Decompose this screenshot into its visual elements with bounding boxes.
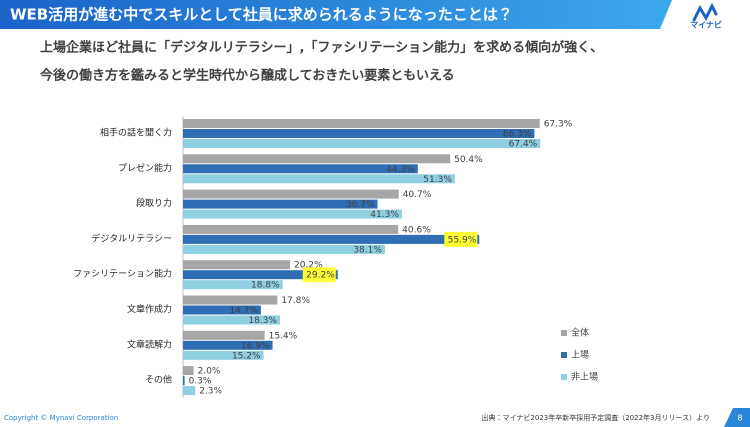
category-label: ファシリテーション能力 [73, 268, 172, 280]
label-highlight [302, 267, 336, 283]
header-bar [0, 0, 672, 29]
source: 出典：マイナビ2023年卒新卒採用予定調査（2022年3月リリース）より [482, 413, 710, 422]
value-label: 14.7% [229, 306, 258, 316]
category-label: 文章読解力 [127, 338, 172, 350]
logo-mark [692, 2, 718, 22]
value-label: 2.3% [199, 387, 222, 397]
bar [183, 315, 280, 325]
value-label: 41.3% [370, 210, 399, 220]
value-label: 44.3% [386, 165, 415, 175]
value-label: 16.9% [241, 341, 270, 351]
bar [183, 244, 385, 254]
value-label: 15.2% [232, 351, 261, 361]
bar [183, 174, 455, 184]
category-label: デジタルリテラシー [91, 232, 172, 244]
bar [183, 224, 399, 234]
bar [183, 164, 418, 174]
legend-label: 全体 [571, 327, 589, 339]
value-label: 2.0% [198, 367, 221, 377]
value-label: 55.9% [448, 235, 477, 245]
value-label: 38.1% [353, 245, 382, 255]
bar [183, 260, 291, 270]
bar [183, 139, 541, 148]
bar [183, 270, 338, 280]
bar [183, 189, 399, 199]
bar [183, 386, 196, 396]
value-label: 0.3% [189, 377, 212, 387]
copyright: Copyright © Mynavi Corporation [4, 414, 118, 422]
value-label: 18.3% [248, 316, 277, 326]
category-label: その他 [145, 374, 172, 386]
subtitle: 今後の働き方を鑑みると学生時代から醸成しておきたい要素ともいえる [40, 68, 455, 84]
category-label: 文章作成力 [127, 303, 172, 315]
bar [183, 209, 402, 219]
bar [183, 234, 480, 244]
page-number: 8 [737, 414, 742, 423]
bar [183, 280, 283, 290]
value-label: 17.8% [281, 296, 310, 306]
header-title: WEB活用が進む中でスキルとして社員に求められるようになったことは？ [10, 6, 513, 24]
value-label: 36.7% [346, 200, 375, 210]
bar [183, 199, 378, 209]
value-label: 40.6% [402, 225, 431, 235]
bar [183, 119, 540, 128]
legend-swatch [561, 330, 567, 336]
value-label: 67.3% [544, 120, 573, 130]
bar [183, 305, 261, 315]
value-label: 29.2% [306, 271, 335, 281]
bar [183, 330, 265, 340]
footer [0, 410, 750, 427]
label-highlight [444, 231, 478, 247]
bar [183, 366, 194, 376]
value-label: 66.3% [503, 130, 532, 140]
value-label: 40.7% [403, 190, 432, 200]
legend-label: 非上場 [571, 371, 598, 383]
bar [183, 129, 535, 138]
logo-text: マイナビ [690, 20, 722, 30]
value-label: 67.4% [509, 140, 538, 150]
page-badge [724, 408, 750, 427]
value-label: 18.8% [251, 281, 280, 291]
value-label: 20.2% [294, 261, 323, 271]
value-label: 51.3% [423, 175, 452, 185]
bar [183, 376, 185, 386]
bar [183, 350, 264, 360]
category-label: プレゼン能力 [118, 162, 172, 174]
category-label: 段取り力 [136, 197, 172, 209]
bar [183, 154, 451, 164]
category-label: 相手の話を聞く力 [100, 127, 172, 139]
value-label: 15.4% [269, 331, 298, 341]
subtitle: 上場企業ほど社員に「デジタルリテラシー」,「ファシリテーション能力」を求める傾向… [40, 40, 603, 56]
legend-swatch [561, 352, 567, 358]
bar [183, 295, 278, 305]
legend-label: 上場 [571, 349, 589, 361]
bar [183, 340, 273, 350]
value-label: 50.4% [454, 155, 483, 165]
legend-swatch [561, 374, 567, 380]
